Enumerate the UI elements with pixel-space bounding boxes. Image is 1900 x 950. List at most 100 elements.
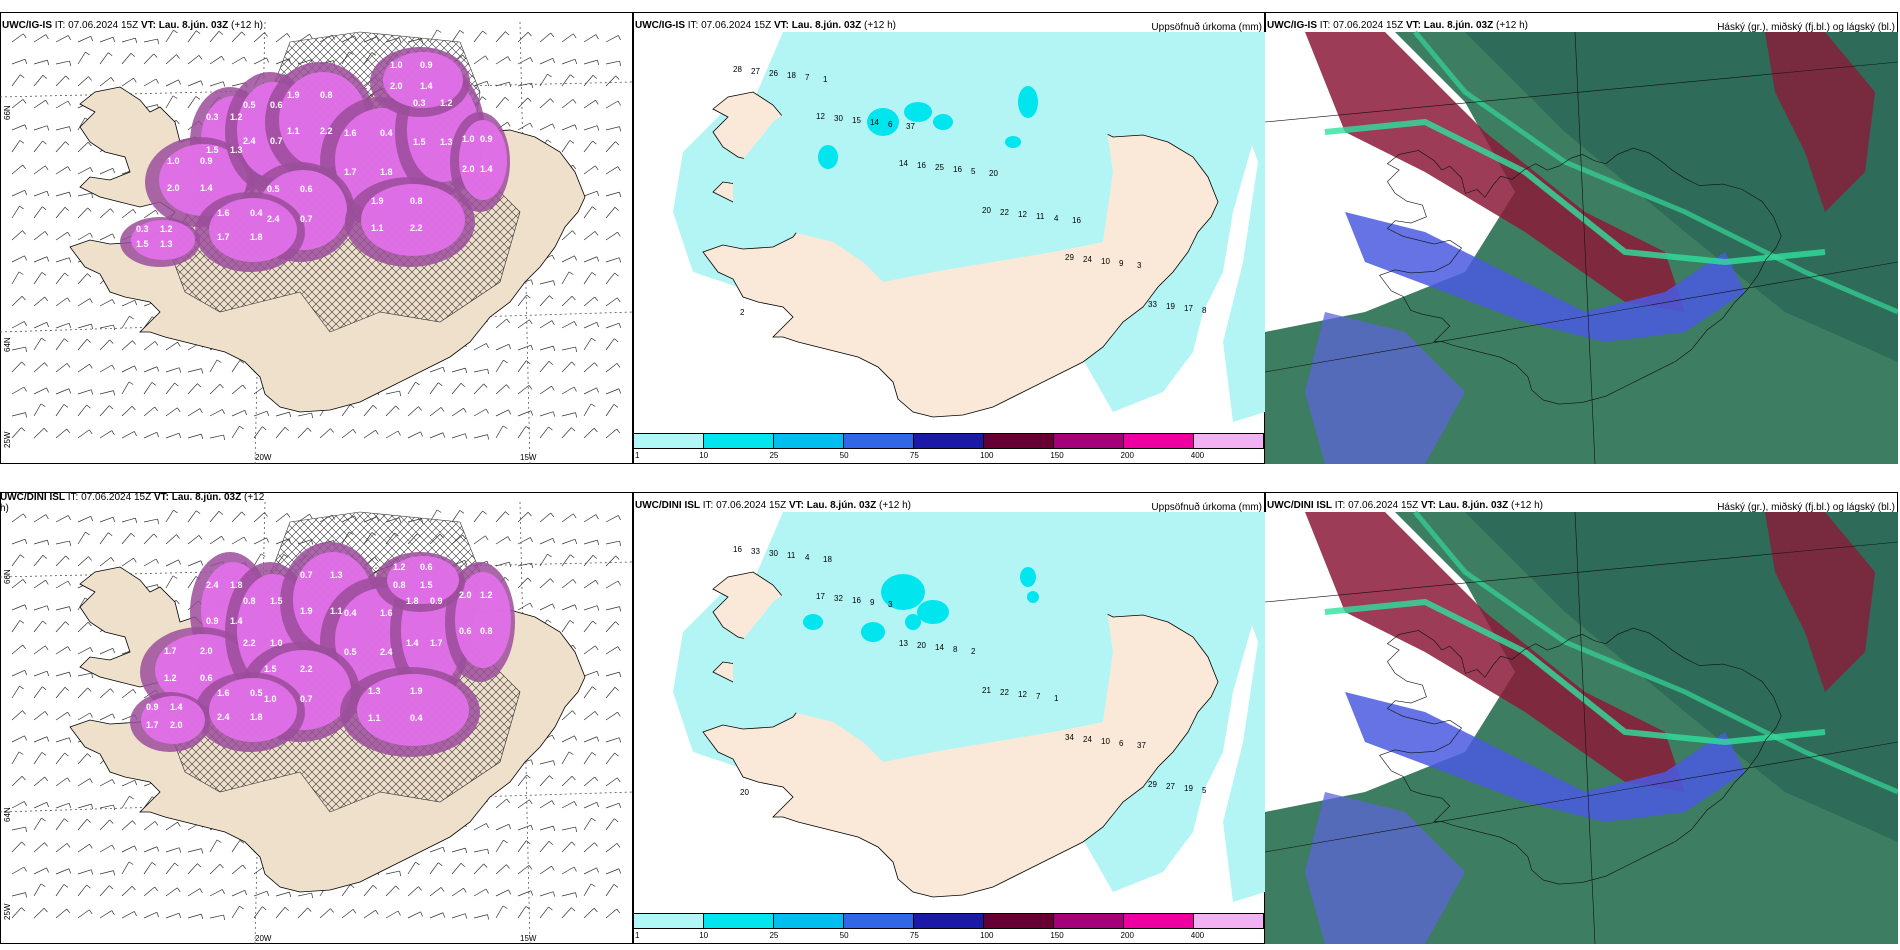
wind-barb: [583, 842, 595, 853]
wind-barb: [495, 56, 509, 65]
wind-barb-flag: [418, 406, 422, 411]
wind-barb-flag: [86, 884, 91, 889]
wind-barb: [495, 318, 507, 329]
wind-barb: [55, 908, 67, 919]
colorbar-segment: [774, 914, 844, 928]
wind-barb: [583, 908, 595, 919]
wind-barb: [319, 908, 331, 919]
wind-barb: [11, 74, 21, 87]
wind-barb-flag: [572, 99, 577, 104]
wind-barb: [385, 430, 399, 439]
wind-value: 1.5: [136, 239, 149, 249]
wind-barb-flag: [502, 905, 508, 909]
wind-value: 0.5: [243, 100, 256, 110]
wind-barb: [473, 383, 484, 395]
wind-barb-flag: [21, 296, 26, 301]
wind-barb-flag: [595, 579, 599, 585]
wind-barb-flag: [264, 32, 268, 37]
wind-barb: [55, 606, 70, 611]
wind-barb-flag: [178, 847, 182, 853]
wind-barb-flag: [176, 534, 180, 539]
wind-barb: [495, 31, 506, 43]
wind-barb-flag: [614, 752, 619, 757]
wind-barb: [11, 826, 26, 831]
wind-barb-flag: [615, 75, 620, 80]
wind-value: 1.4: [420, 81, 433, 91]
wind-barb-flag: [460, 383, 465, 387]
wind-barb-flag: [487, 369, 489, 375]
precip-value: 37: [906, 122, 915, 131]
wind-barb-flag: [46, 736, 50, 742]
wind-barb-flag: [21, 427, 26, 432]
wind-blob-light: [387, 556, 459, 604]
wind-barb: [11, 33, 24, 43]
wind-blob-light: [459, 120, 507, 200]
wind-barb: [121, 886, 133, 897]
wind-barb-flag: [69, 541, 71, 547]
wind-value: 2.0: [462, 164, 475, 174]
wind-barb: [539, 578, 551, 589]
wind-barb-flag: [618, 737, 622, 743]
wind-barb-flag: [502, 425, 508, 429]
wind-barb-flag: [531, 83, 533, 89]
wind-barb-flag: [595, 34, 599, 40]
wind-barb: [473, 863, 484, 875]
wind-barb: [33, 337, 42, 351]
wind-barb-flag: [550, 512, 555, 518]
wind-barb: [561, 412, 576, 417]
wind-barb-flag: [418, 886, 422, 891]
colorbar-segment: [704, 434, 774, 448]
wind-barb: [11, 164, 23, 175]
wind-barb-flag: [112, 299, 115, 305]
wind-barb-flag: [266, 57, 269, 63]
wind-barb: [539, 865, 552, 875]
wind-value: 1.8: [250, 232, 263, 242]
wind-barb-flag: [128, 381, 134, 385]
high-cloud: [1305, 512, 1685, 792]
wind-barb-flag: [594, 362, 598, 367]
precip-map: 1617132134293332202224273016141210191198…: [673, 512, 1265, 902]
wind-barb: [77, 167, 91, 175]
wind-barb-flag: [45, 645, 49, 651]
colorbar-segment: [844, 434, 914, 448]
wind-barb: [473, 343, 487, 351]
wind-barb: [231, 56, 245, 65]
wind-barb-flag: [551, 385, 555, 391]
wind-barb: [11, 735, 25, 743]
wind-barb: [583, 711, 596, 721]
wind-barb-flag: [553, 346, 556, 352]
wind-value: 1.2: [440, 98, 453, 108]
wind-barb: [33, 206, 43, 219]
wind-value: 0.6: [420, 562, 433, 572]
precip-value: 28: [733, 65, 742, 74]
wind-barb: [385, 405, 396, 417]
wind-value: 1.9: [287, 90, 300, 100]
wind-barb: [165, 367, 180, 373]
wind-value: 1.2: [164, 673, 177, 683]
panel-header: UWC/DINI ISL IT: 07.06.2024 15Z VT: Lau.…: [635, 500, 911, 511]
wind-value: 1.2: [230, 112, 243, 122]
wind-barb-flag: [548, 361, 553, 365]
colorbar-label: 400: [1190, 931, 1205, 940]
colorbar-label: 1: [635, 931, 640, 940]
wind-barb-flag: [89, 843, 93, 849]
colorbar-segment: [914, 914, 984, 928]
wind-barb-flag: [63, 404, 69, 408]
wind-barb-flag: [574, 59, 578, 65]
precip-cell: [905, 614, 921, 630]
wind-barb: [165, 912, 180, 919]
precip-value: 15: [852, 116, 861, 125]
wind-barb: [55, 646, 69, 655]
wind-barb: [11, 801, 25, 809]
wind-barb-flag: [66, 363, 71, 368]
wind-barb: [231, 536, 245, 545]
wind-barb-flag: [590, 403, 596, 407]
wind-value: 0.4: [344, 608, 357, 618]
wind-barb: [429, 862, 439, 875]
wind-barb-flag: [151, 382, 157, 386]
wind-barb-flag: [46, 125, 50, 131]
wind-barb: [77, 389, 92, 395]
wind-value: 0.8: [480, 626, 493, 636]
wind-barb-flag: [266, 411, 270, 417]
wind-barb-flag: [154, 406, 159, 412]
